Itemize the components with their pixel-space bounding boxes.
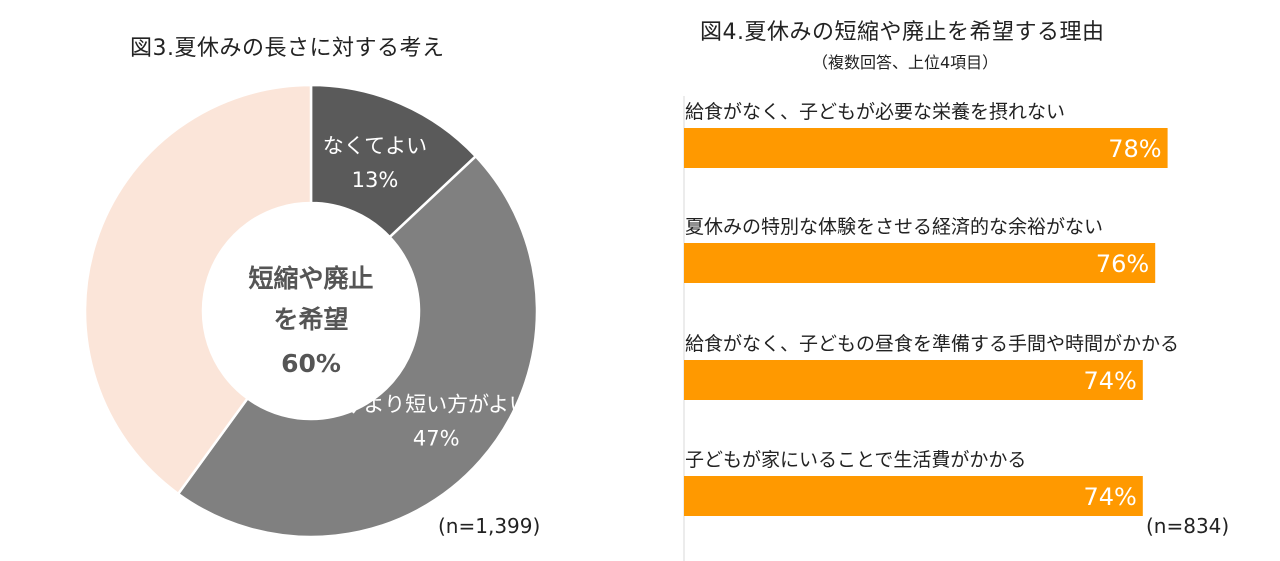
- donut-slice-1: [176, 154, 539, 539]
- donut-slice-label-0: なくてよい: [323, 134, 427, 158]
- donut-chart-title: 図3.夏休みの長さに対する考え: [130, 36, 445, 61]
- bar-category-label-2: 給食がなく、子どもの昼食を準備する手間や時間がかかる: [685, 333, 1179, 355]
- donut-slice-2: [83, 83, 313, 496]
- bar-chart: 給食がなく、子どもが必要な栄養を摂れない 78% 夏休みの特別な体験をさせる経済的な…: [683, 96, 1179, 561]
- bar-chart-title: 図4.夏休みの短縮や廃止を希望する理由: [700, 20, 1105, 45]
- bar-category-label-3: 子どもが家にいることで生活費がかかる: [685, 449, 1026, 471]
- bar-3: [684, 476, 1143, 516]
- donut-slice-label-1: 今より短い方がよい: [343, 392, 531, 416]
- donut-sample-size: (n=1,399): [438, 514, 541, 538]
- donut-chart: なくてよい 13% 今より短い方がよい 47% 短縮や廃止を希望 60%: [83, 83, 539, 539]
- donut-center-label-0: 短縮や廃止: [248, 264, 373, 293]
- donut-slice-value-0: 13%: [352, 168, 399, 192]
- bar-category-label-1: 夏休みの特別な体験をさせる経済的な余裕がない: [685, 216, 1103, 238]
- bar-value-label-1: 76%: [1096, 250, 1149, 278]
- bar-value-label-3: 74%: [1083, 483, 1136, 511]
- bar-value-label-0: 78%: [1108, 135, 1161, 163]
- bar-chart-subtitle: （複数回答、上位4項目）: [812, 53, 999, 72]
- bar-0: [684, 128, 1168, 168]
- donut-center-label-1: を希望: [273, 305, 348, 334]
- bar-value-label-2: 74%: [1083, 367, 1136, 395]
- bar-2: [684, 360, 1143, 400]
- bar-1: [684, 243, 1156, 283]
- donut-center-label-2: 60%: [281, 349, 341, 378]
- bar-category-label-0: 給食がなく、子どもが必要な栄養を摂れない: [685, 101, 1065, 123]
- bar-sample-size: (n=834): [1146, 514, 1230, 538]
- donut-slice-value-1: 47%: [413, 426, 460, 450]
